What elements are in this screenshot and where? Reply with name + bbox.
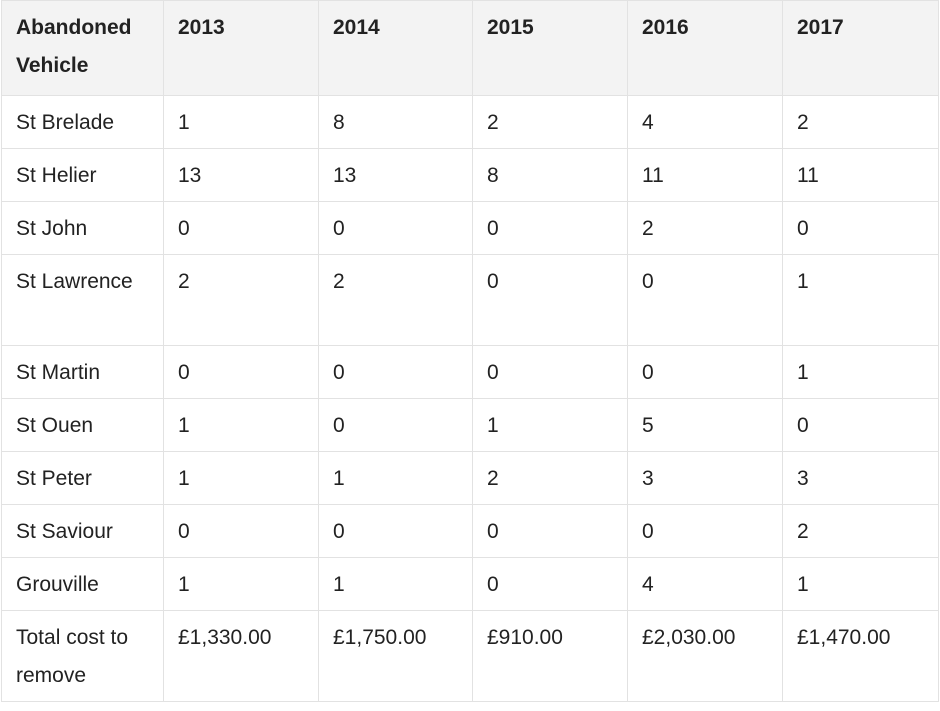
table-cell: 11	[782, 148, 939, 202]
row-label: St Lawrence	[1, 254, 164, 346]
header-cell: 2014	[318, 0, 473, 96]
table-cell: 2	[627, 201, 783, 255]
table-cell: £1,330.00	[163, 610, 319, 702]
table-cell: 2	[472, 451, 628, 505]
table-cell: 0	[318, 201, 473, 255]
table-cell: 0	[318, 398, 473, 452]
table-cell: 0	[627, 504, 783, 558]
table-cell: 0	[627, 254, 783, 346]
table-head: Abandoned Vehicle 2013 2014 2015 2016 2017	[1, 0, 939, 96]
row-label: St Martin	[1, 345, 164, 399]
table-cell: 0	[472, 504, 628, 558]
header-cell: 2013	[163, 0, 319, 96]
table-cell: £910.00	[472, 610, 628, 702]
table-row: St Peter 1 1 2 3 3	[1, 451, 939, 505]
table-body: St Brelade 1 8 2 4 2 St Helier 13 13 8 11 11 St John…	[1, 95, 939, 702]
table-cell: 0	[163, 201, 319, 255]
header-cell: 2016	[627, 0, 783, 96]
row-label: St Brelade	[1, 95, 164, 149]
table-cell: 4	[627, 95, 783, 149]
table-cell: 0	[472, 345, 628, 399]
table-row: St Lawrence 2 2 0 0 1	[1, 254, 939, 346]
table-cell: 0	[472, 254, 628, 346]
header-cell: 2015	[472, 0, 628, 96]
table-cell: 0	[782, 398, 939, 452]
row-label: Grouville	[1, 557, 164, 611]
table-cell: 1	[782, 254, 939, 346]
row-label: Total cost to remove	[1, 610, 164, 702]
table-cell: 3	[627, 451, 783, 505]
table-cell: 1	[318, 557, 473, 611]
table-cell: 0	[472, 201, 628, 255]
table-cell: £1,470.00	[782, 610, 939, 702]
table-cell: £2,030.00	[627, 610, 783, 702]
table-cell: 0	[163, 504, 319, 558]
row-label: St Helier	[1, 148, 164, 202]
table-cell: 11	[627, 148, 783, 202]
table-cell: 1	[163, 451, 319, 505]
table-cell: 5	[627, 398, 783, 452]
table-cell: 0	[472, 557, 628, 611]
table-cell: 0	[782, 201, 939, 255]
table-cell: 2	[318, 254, 473, 346]
table-cell: 0	[318, 345, 473, 399]
table-row: St Saviour 0 0 0 0 2	[1, 504, 939, 558]
table-cell: £1,750.00	[318, 610, 473, 702]
table-row: St Martin 0 0 0 0 1	[1, 345, 939, 399]
table-cell: 3	[782, 451, 939, 505]
row-label: St Saviour	[1, 504, 164, 558]
table-cell: 1	[782, 345, 939, 399]
table-cell: 0	[627, 345, 783, 399]
table-row: Total cost to remove £1,330.00 £1,750.00 £9…	[1, 610, 939, 702]
table-cell: 4	[627, 557, 783, 611]
table-cell: 0	[163, 345, 319, 399]
table-cell: 1	[163, 557, 319, 611]
header-cell: Abandoned Vehicle	[1, 0, 164, 96]
table-cell: 8	[318, 95, 473, 149]
table-row: St John 0 0 0 2 0	[1, 201, 939, 255]
table-row: St Helier 13 13 8 11 11	[1, 148, 939, 202]
table-cell: 8	[472, 148, 628, 202]
row-label: St Peter	[1, 451, 164, 505]
header-cell: 2017	[782, 0, 939, 96]
table-row: Grouville 1 1 0 4 1	[1, 557, 939, 611]
table-cell: 2	[782, 95, 939, 149]
table-cell: 0	[318, 504, 473, 558]
row-label: St John	[1, 201, 164, 255]
table-cell: 1	[782, 557, 939, 611]
table-cell: 13	[163, 148, 319, 202]
row-label: St Ouen	[1, 398, 164, 452]
table-cell: 13	[318, 148, 473, 202]
table-cell: 2	[782, 504, 939, 558]
table-cell: 1	[163, 398, 319, 452]
table-row: St Brelade 1 8 2 4 2	[1, 95, 939, 149]
table-cell: 1	[163, 95, 319, 149]
table-cell: 1	[472, 398, 628, 452]
table-cell: 1	[318, 451, 473, 505]
table-cell: 2	[472, 95, 628, 149]
table-row: St Ouen 1 0 1 5 0	[1, 398, 939, 452]
header-row: Abandoned Vehicle 2013 2014 2015 2016 2017	[1, 0, 939, 96]
table-cell: 2	[163, 254, 319, 346]
